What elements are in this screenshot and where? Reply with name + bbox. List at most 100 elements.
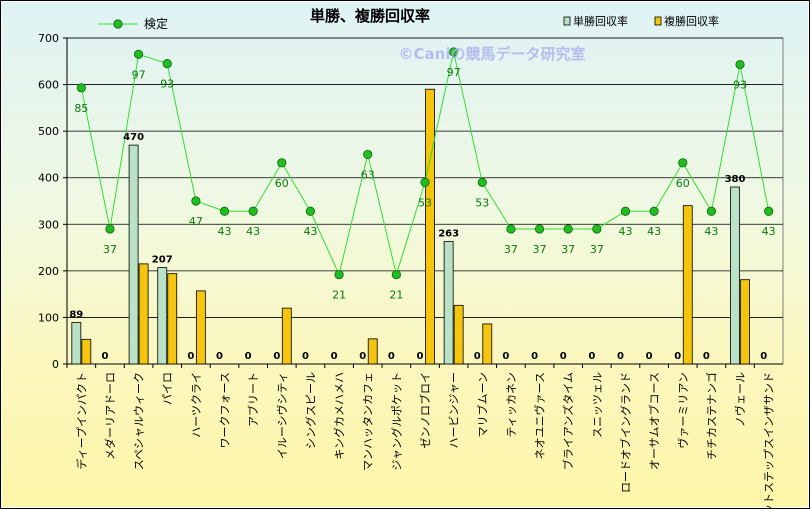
x-tick-label: シングスピール	[303, 372, 317, 449]
x-tick-label: ブライアンズタイム	[561, 372, 575, 470]
bar-fukusho	[482, 323, 493, 365]
y-tick-label: 300	[38, 218, 59, 231]
kentei-label: 43	[647, 225, 661, 238]
kentei-label: 21	[332, 289, 346, 302]
x-tick-label: ゼンノロブロイ	[418, 372, 432, 448]
bar-value-label: 0	[760, 351, 767, 362]
bar-value-label: 0	[474, 351, 481, 362]
kentei-point	[391, 269, 401, 280]
legend-label-kentei: 検定	[144, 16, 168, 31]
bar-value-label: 89	[69, 310, 83, 321]
kentei-label: 53	[418, 196, 432, 209]
bar-value-label: 0	[646, 351, 653, 362]
y-tick-label: 100	[38, 311, 59, 324]
bar-fukusho	[453, 304, 464, 365]
bar-fukusho	[425, 88, 435, 365]
y-tick-label: 600	[38, 79, 59, 92]
x-tick-label: ティッカネン	[505, 372, 518, 437]
bar-value-label: 0	[101, 351, 108, 362]
kentei-label: 37	[590, 243, 604, 256]
bar-value-label: 0	[588, 351, 595, 362]
x-tick-label: マリブムーン	[475, 372, 489, 437]
kentei-point	[477, 177, 487, 187]
kentei-label: 63	[361, 168, 375, 181]
legend-swatch-tansho	[563, 16, 571, 26]
y-tick-label: 0	[52, 358, 59, 371]
kentei-point	[191, 196, 201, 206]
kentei-point	[305, 206, 316, 216]
bar-value-label: 0	[674, 351, 681, 362]
bar-value-label: 0	[331, 351, 338, 362]
bar-fukusho	[195, 290, 206, 365]
bar-value-label: 0	[617, 351, 624, 362]
bar-tansho	[157, 267, 168, 365]
bar-fukusho	[81, 338, 92, 365]
bar-tansho	[730, 186, 740, 365]
kentei-point	[334, 269, 344, 280]
kentei-label: 93	[733, 79, 747, 92]
x-tick-label: ワークフォース	[219, 372, 232, 448]
bar-value-label: 0	[273, 351, 280, 362]
bar-fukusho	[138, 263, 149, 365]
bar-value-label: 0	[417, 351, 424, 362]
x-tick-label: チチカステナンゴ	[704, 372, 718, 460]
bar-tansho	[71, 322, 82, 365]
bar-value-label: 0	[502, 351, 509, 362]
x-tick-label: スニッツェル	[591, 372, 604, 438]
kentei-label: 37	[533, 243, 547, 256]
bar-value-label: 0	[560, 351, 567, 362]
y-tick-label: 500	[38, 125, 59, 138]
legend-point-swatch	[113, 19, 123, 29]
kentei-point	[76, 83, 86, 93]
kentei-label: 47	[189, 215, 203, 228]
kentei-label: 60	[676, 177, 690, 190]
legend-label-tansho: 単勝回収率	[573, 14, 628, 28]
kentei-label: 53	[475, 196, 489, 209]
kentei-point	[105, 224, 115, 234]
x-tick-label: メダーリアドーロ	[103, 372, 117, 460]
kentei-label: 37	[561, 243, 575, 256]
kentei-point	[420, 177, 430, 187]
bar-value-label: 0	[531, 351, 538, 362]
bar-tansho	[443, 241, 454, 365]
x-tick-label: イルーシヴシティ	[275, 372, 289, 459]
kentei-point	[219, 206, 230, 216]
kentei-point	[134, 49, 144, 59]
x-tick-label: ハービンジャー	[448, 372, 461, 448]
kentei-label: 43	[762, 225, 776, 238]
bar-fukusho	[682, 205, 693, 365]
y-tick-label: 700	[38, 32, 59, 45]
x-tick-label: フットステップスインザサンド	[763, 372, 776, 509]
bar-value-label: 0	[245, 351, 252, 362]
x-tick-label: ジャングルポケット	[389, 372, 403, 470]
x-tick-label: オーサムオブコース	[647, 372, 661, 470]
kentei-point	[764, 206, 774, 216]
bar-value-label: 263	[438, 229, 459, 240]
kentei-point	[678, 158, 688, 168]
bar-fukusho	[740, 279, 750, 365]
kentei-label: 93	[160, 78, 174, 91]
bar-fukusho	[281, 307, 292, 365]
x-tick-label: ネオユニヴァース	[533, 372, 547, 459]
legend-label-fukusho: 複勝回収率	[664, 14, 719, 28]
kentei-label: 43	[303, 225, 317, 238]
kentei-point	[449, 47, 459, 57]
kentei-point	[248, 206, 258, 216]
kentei-label: 97	[132, 68, 146, 81]
x-tick-label: ノヴェール	[733, 372, 747, 427]
watermark: ©Caniの競馬データ研究室	[399, 45, 586, 63]
x-tick-label: スペシャルウィーク	[133, 372, 146, 470]
bar-value-label: 0	[216, 351, 223, 362]
bar-value-label: 0	[388, 351, 395, 362]
bar-value-label: 380	[725, 174, 746, 185]
kentei-point	[563, 224, 573, 234]
x-tick-label: マンハッタンカフェ	[362, 372, 375, 471]
bar-value-label: 470	[123, 132, 144, 143]
kentei-label: 43	[246, 225, 260, 238]
x-tick-label: ロードオブイングランド	[618, 372, 632, 493]
bar-value-label: 0	[703, 351, 710, 362]
kentei-point	[620, 206, 631, 216]
y-tick-label: 400	[38, 172, 59, 185]
kentei-point	[277, 158, 287, 168]
